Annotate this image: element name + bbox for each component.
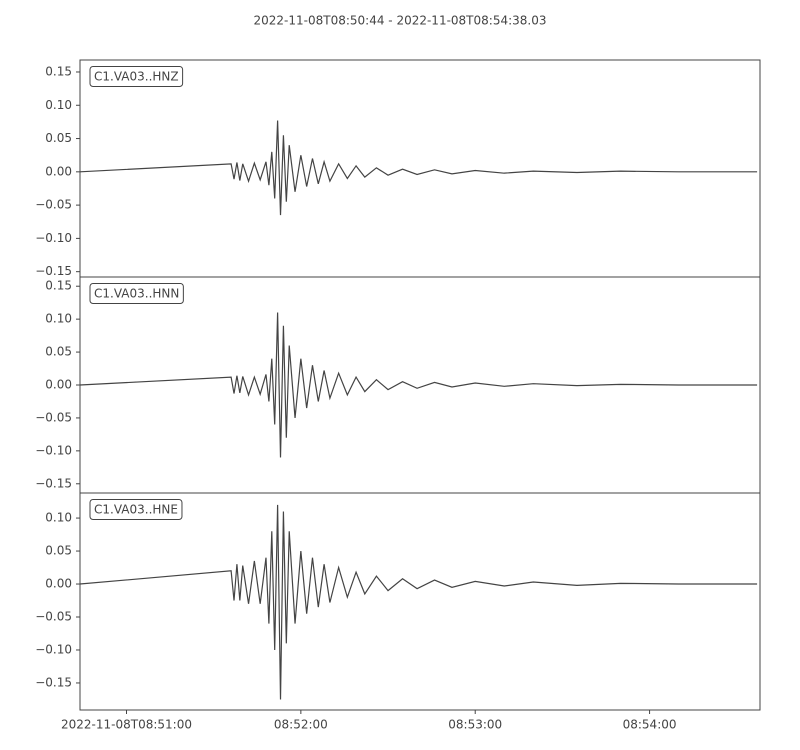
waveform — [79, 312, 758, 458]
legend-label: C1.VA03..HNZ — [94, 70, 179, 84]
x-tick-label: 08:53:00 — [448, 718, 502, 732]
x-tick-label: 08:54:00 — [623, 718, 677, 732]
y-tick-label: −0.10 — [35, 443, 72, 457]
panel-frame — [79, 59, 761, 278]
y-tick-label: 0.00 — [45, 164, 72, 178]
y-tick-label: −0.15 — [35, 476, 72, 490]
y-tick-label: 0.15 — [45, 279, 72, 293]
y-tick-label: −0.05 — [35, 198, 72, 212]
waveform — [79, 504, 758, 700]
y-tick-label: 0.15 — [45, 64, 72, 78]
y-tick-label: 0.05 — [45, 544, 72, 558]
y-tick-label: 0.10 — [45, 511, 72, 525]
y-tick-label: 0.05 — [45, 131, 72, 145]
legend-label: C1.VA03..HNN — [94, 287, 179, 301]
chart-title: 2022-11-08T08:50:44 - 2022-11-08T08:54:3… — [254, 14, 547, 28]
y-tick-label: −0.10 — [35, 231, 72, 245]
x-tick-label: 2022-11-08T08:51:00 — [61, 718, 192, 732]
y-tick-label: 0.00 — [45, 577, 72, 591]
y-tick-label: 0.10 — [45, 312, 72, 326]
y-tick-label: 0.10 — [45, 98, 72, 112]
legend-label: C1.VA03..HNE — [94, 503, 178, 517]
legend-box — [89, 66, 184, 87]
x-tick-label: 08:52:00 — [274, 718, 328, 732]
legend-box — [89, 499, 183, 520]
y-tick-label: −0.05 — [35, 610, 72, 624]
y-tick-label: −0.15 — [35, 675, 72, 689]
y-tick-label: 0.05 — [45, 345, 72, 359]
y-tick-label: −0.15 — [35, 264, 72, 278]
panel-frame — [79, 492, 761, 711]
y-tick-label: −0.05 — [35, 410, 72, 424]
waveform — [79, 120, 758, 216]
y-tick-label: 0.00 — [45, 378, 72, 392]
legend-box — [89, 283, 184, 304]
y-tick-label: −0.10 — [35, 642, 72, 656]
